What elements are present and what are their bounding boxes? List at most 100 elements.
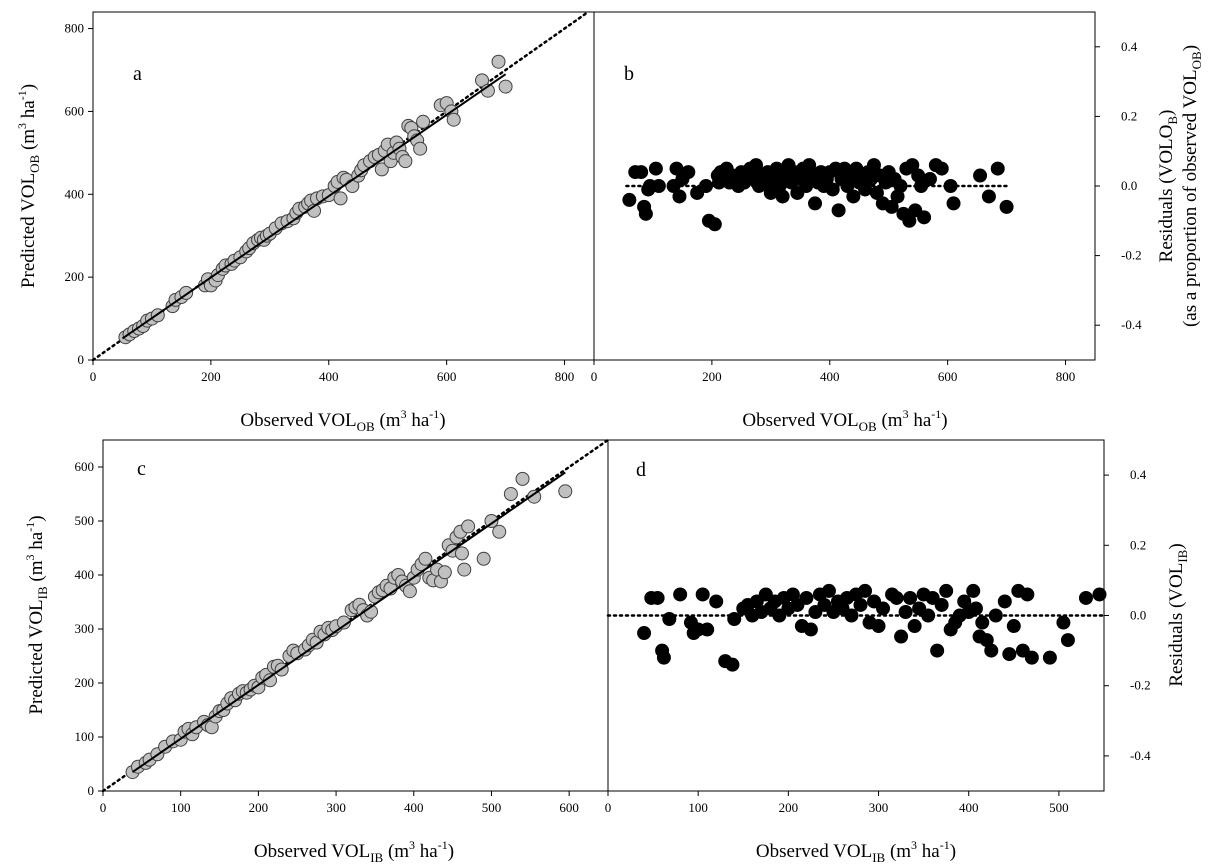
panel-a-marks: 0 200 400 600 800 0 200 400 600 800: [65, 10, 590, 384]
x-tick-label-b-4: 800: [1056, 369, 1076, 384]
y-tick-label-a-4: 800: [65, 21, 85, 36]
data-point-b-72: [866, 158, 881, 173]
x-tick-label-b-0: 0: [591, 369, 598, 384]
data-point-d-66: [966, 583, 981, 598]
y-tick-label-b-3: 0.2: [1121, 108, 1137, 123]
x-tick-label-a-4: 800: [555, 369, 575, 384]
data-point-d-56: [921, 608, 936, 623]
data-point-d-82: [1060, 633, 1075, 648]
data-point-a-76: [491, 54, 506, 69]
data-point-a-74: [475, 73, 490, 88]
x-tick-label-a-0: 0: [90, 369, 97, 384]
data-point-d-84: [1092, 587, 1107, 602]
data-point-b-85: [905, 158, 920, 173]
data-point-b-89: [917, 210, 932, 225]
data-point-d-75: [1006, 619, 1021, 634]
y-axis-label-b-line1: Residuals (VOLOB): [1156, 110, 1180, 263]
data-point-d-79: [1024, 650, 1039, 665]
data-point-d-59: [934, 597, 949, 612]
data-point-b-65: [846, 189, 861, 204]
x-tick-label-a-2: 400: [319, 369, 339, 384]
data-point-a-69: [416, 114, 431, 129]
fit-line-c: [131, 471, 566, 773]
x-tick-label-b-1: 200: [702, 369, 722, 384]
data-point-c-76: [457, 562, 472, 577]
data-point-b-81: [893, 179, 908, 193]
x-tick-label-d-5: 500: [1049, 800, 1069, 815]
y-tick-label-a-1: 200: [65, 269, 85, 284]
x-axis-label-b: Observed VOLOB (m3 ha-1): [742, 407, 947, 434]
data-point-d-4: [656, 650, 671, 665]
data-point-d-2: [650, 590, 665, 605]
data-point-b-78: [884, 199, 899, 214]
data-point-c-82: [515, 471, 530, 486]
x-tick-label-a-3: 600: [437, 369, 457, 384]
x-tick-label-d-4: 400: [959, 800, 979, 815]
data-point-c-75: [454, 546, 469, 561]
data-point-b-52: [808, 196, 823, 211]
y-tick-label-a-0: 0: [78, 352, 85, 367]
data-point-b-60: [831, 203, 846, 218]
data-point-b-7: [648, 161, 663, 176]
panel-b-marks: 0 200 400 600 800 -0.4 -0.2 0.0 0.2 0.4: [591, 39, 1142, 384]
data-point-d-51: [898, 604, 913, 619]
data-point-b-32: [749, 158, 764, 173]
panel-b-letter: b: [624, 63, 634, 85]
x-tick-label-c-1: 100: [171, 800, 191, 815]
x-axis-label-d: Observed VOLIB (m3 ha-1): [756, 838, 956, 865]
panel-c-letter: c: [137, 458, 146, 480]
x-tick-label-c-5: 500: [482, 800, 502, 815]
data-point-d-40: [844, 608, 859, 623]
data-point-b-84: [902, 213, 917, 228]
data-point-d-81: [1056, 615, 1071, 630]
x-tick-label-c-6: 600: [559, 800, 579, 815]
x-tick-label-d-3: 300: [869, 800, 889, 815]
panel-c-marks: 0 100 200 300 400 500 600 0 100 200 300 400 500 600: [75, 438, 610, 815]
y-tick-label-c-5: 500: [75, 513, 95, 528]
data-point-a-77: [498, 79, 513, 94]
data-point-b-15: [698, 179, 713, 193]
data-point-b-98: [999, 199, 1014, 214]
data-point-d-11: [700, 622, 715, 637]
data-point-b-94: [946, 196, 961, 211]
x-tick-label-c-0: 0: [100, 800, 107, 815]
data-point-c-65: [418, 551, 433, 566]
data-point-d-43: [858, 583, 873, 598]
y-axis-label-a: Predicted VOLOB (m3 ha-1): [15, 84, 42, 288]
data-point-c-84: [558, 484, 573, 499]
x-tick-label-d-2: 200: [779, 800, 799, 815]
data-point-d-67: [968, 601, 983, 616]
y-tick-label-b-4: 0.4: [1121, 39, 1138, 54]
panel-d-letter: d: [636, 459, 646, 481]
y-tick-label-b-1: -0.2: [1121, 248, 1142, 263]
y-tick-label-c-2: 200: [75, 675, 95, 690]
data-point-d-35: [821, 583, 836, 598]
data-point-d-71: [984, 643, 999, 658]
x-axis-label-c: Observed VOLIB (m3 ha-1): [254, 838, 454, 865]
fit-line-a: [121, 73, 507, 340]
y-tick-label-d-1: -0.2: [1130, 678, 1151, 693]
y-tick-label-d-4: 0.4: [1130, 467, 1147, 482]
data-point-c-70: [437, 565, 452, 580]
x-tick-label-d-0: 0: [605, 800, 612, 815]
data-point-c-79: [484, 514, 499, 528]
data-point-b-92: [934, 161, 949, 176]
data-point-d-42: [853, 597, 868, 612]
data-point-b-73: [869, 185, 884, 200]
data-point-d-53: [907, 619, 922, 634]
data-point-b-8: [651, 179, 666, 193]
data-point-b-2: [634, 165, 649, 180]
data-point-b-93: [943, 179, 958, 193]
data-point-b-17: [707, 217, 722, 232]
data-point-d-83: [1078, 590, 1093, 605]
y-tick-label-a-3: 600: [65, 103, 85, 118]
data-point-d-10: [695, 587, 710, 602]
data-point-d-74: [1002, 647, 1017, 662]
data-point-d-60: [939, 583, 954, 598]
x-tick-label-b-3: 600: [938, 369, 958, 384]
y-tick-label-b-2: 0.0: [1121, 178, 1137, 193]
y-tick-label-c-1: 100: [75, 729, 95, 744]
data-point-a-68: [413, 141, 428, 156]
data-point-b-58: [825, 182, 840, 197]
